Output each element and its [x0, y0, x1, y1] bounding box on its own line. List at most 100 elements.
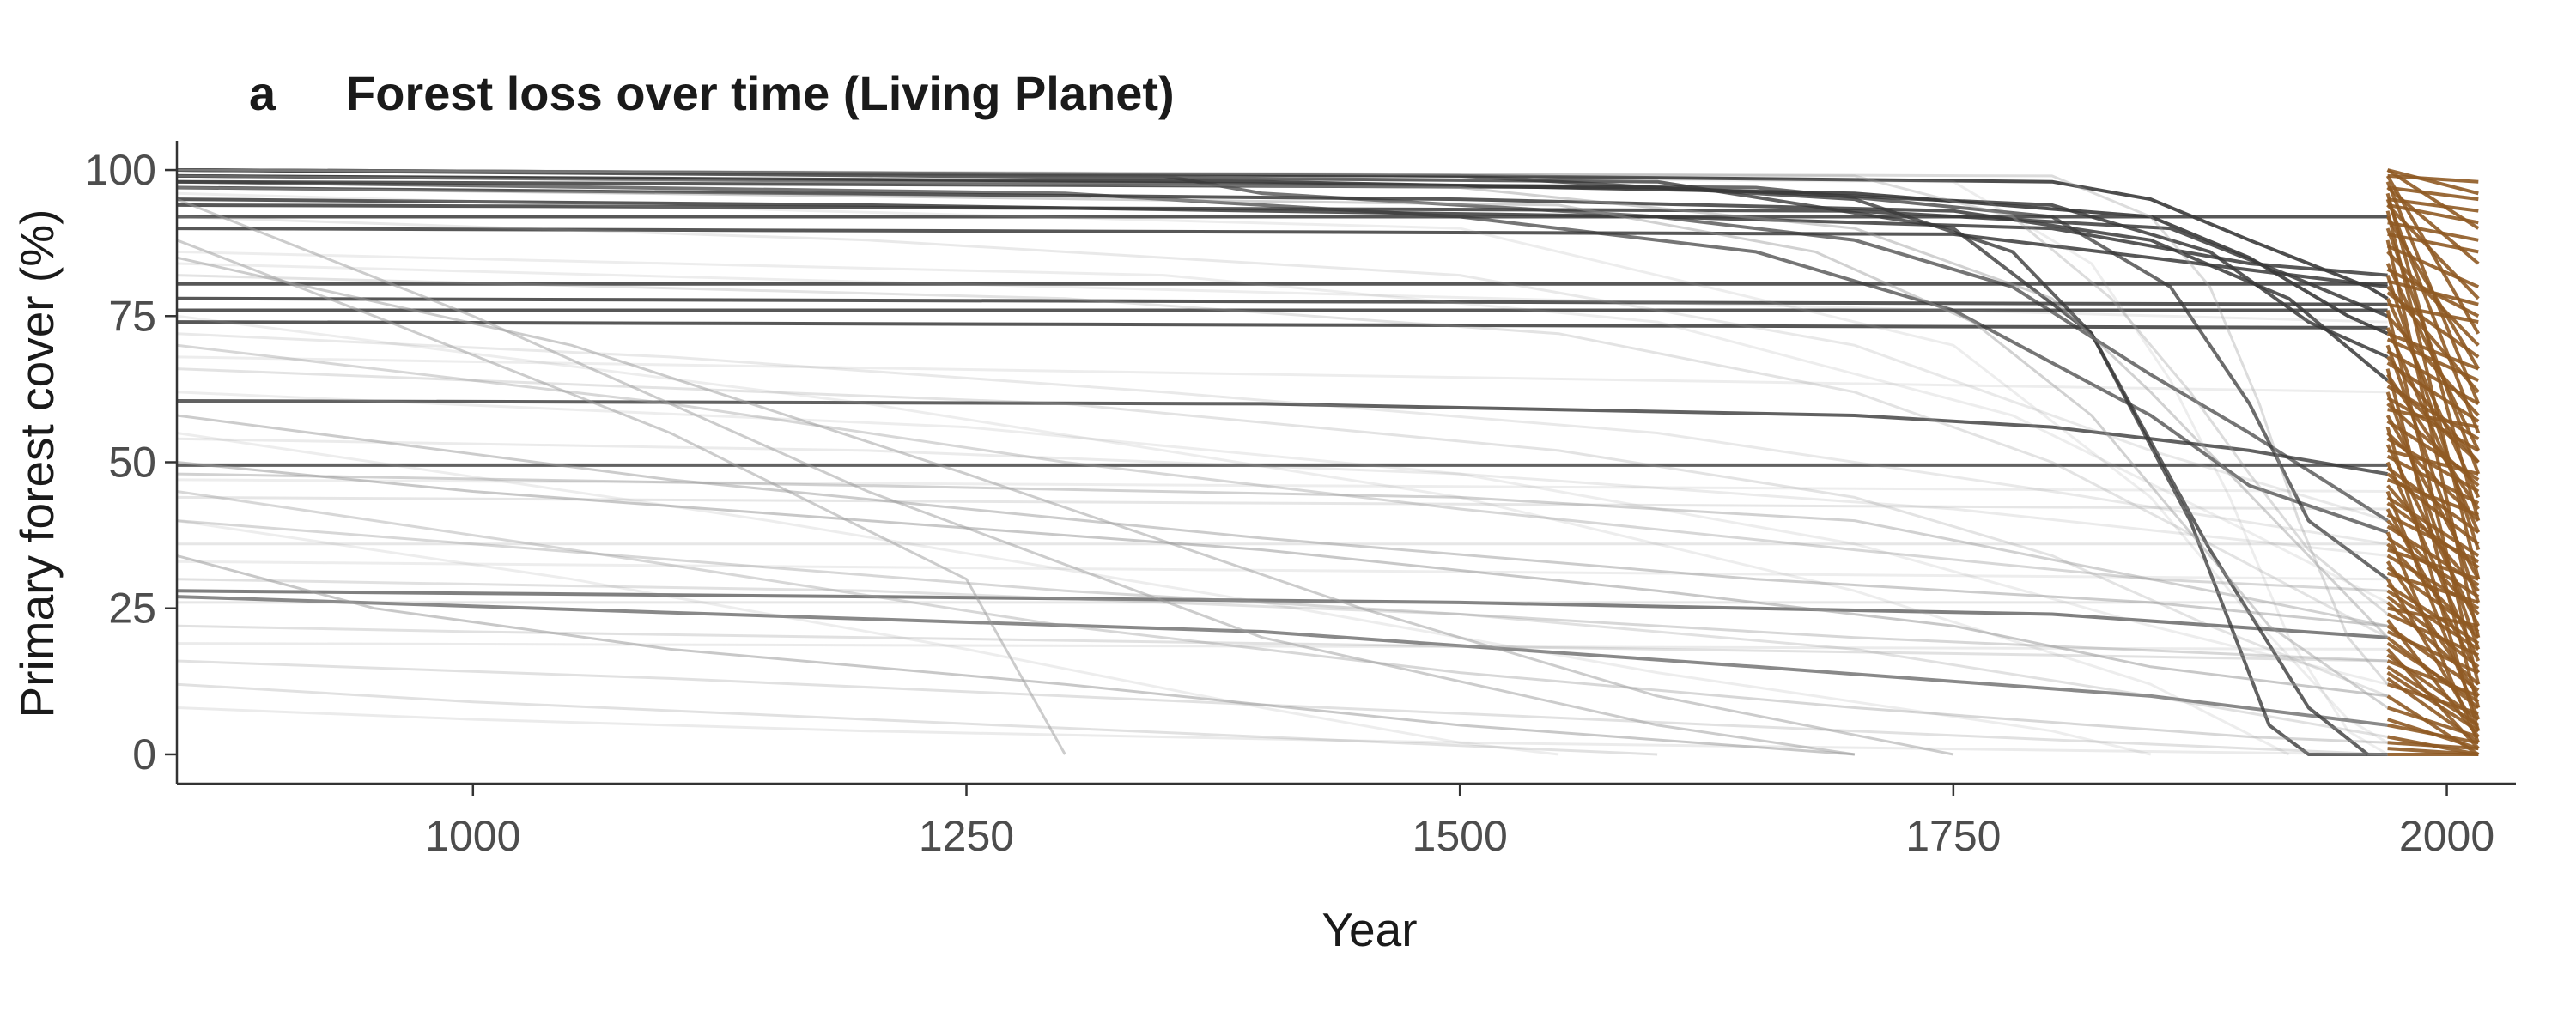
- series-line-47: [176, 642, 2388, 651]
- series-line-17: [176, 168, 2389, 523]
- recent-line-65: [2387, 173, 2479, 184]
- series-line-4: [176, 197, 2388, 277]
- series-line-34: [176, 168, 2389, 686]
- recent-line-21: [2385, 344, 2481, 603]
- recent-line-84: [2386, 454, 2480, 505]
- recent-line-73: [2387, 279, 2479, 306]
- y-tick-label-100: 100: [85, 146, 156, 194]
- y-tick-label-0: 0: [132, 730, 156, 779]
- series-line-5: [176, 203, 2389, 318]
- series-line-43: [176, 495, 2388, 511]
- series-line-37: [176, 682, 1658, 756]
- series-line-36: [176, 659, 2388, 756]
- recent-line-68: [2387, 203, 2479, 225]
- series-line-33: [176, 168, 2389, 615]
- series-line-45: [176, 215, 2389, 523]
- series-line-22: [176, 461, 2388, 698]
- series-line-44: [176, 332, 2388, 546]
- series-line-26: [176, 414, 2388, 627]
- series-line-3: [176, 185, 2389, 382]
- recent-line-47: [2386, 601, 2480, 686]
- series-line-35: [176, 624, 2388, 663]
- recent-line-13: [2385, 263, 2481, 451]
- recent-line-99: [2386, 670, 2480, 733]
- recent-line-98: [2386, 653, 2480, 721]
- recent-line-54: [2386, 665, 2480, 727]
- recent-line-60: [2387, 723, 2479, 745]
- y-axis-title: Primary forest cover (%): [10, 209, 64, 718]
- series-line-54: [176, 560, 2388, 581]
- recent-line-85: [2386, 466, 2480, 534]
- x-tick-label-1250: 1250: [919, 812, 1014, 860]
- recent-line-80: [2386, 396, 2480, 452]
- y-tick-label-75: 75: [108, 292, 156, 340]
- series-line-53: [176, 314, 2290, 756]
- y-tick-label-25: 25: [108, 585, 156, 633]
- series-line-9: [176, 296, 2388, 306]
- plot-lines: [176, 168, 2389, 756]
- series-line-21: [176, 554, 1856, 756]
- recent-line-67: [2387, 197, 2479, 213]
- recent-line-69: [2387, 221, 2479, 242]
- recent-line-66: [2387, 185, 2479, 202]
- series-line-24: [176, 197, 1856, 756]
- recent-line-74: [2386, 291, 2480, 359]
- series-line-46: [176, 706, 2388, 756]
- x-axis-ticks: 1000 1250 1500 1750 2000: [425, 784, 2494, 860]
- series-line-52: [176, 432, 2152, 756]
- recent-line-71: [2386, 244, 2480, 289]
- recent-line-86: [2386, 478, 2480, 517]
- recent-line-90: [2386, 536, 2480, 598]
- recent-line-79: [2386, 379, 2480, 464]
- recent-line-83: [2386, 437, 2480, 494]
- recent-line-45: [2385, 578, 2481, 732]
- series-line-49: [176, 391, 2388, 686]
- recent-line-87: [2386, 495, 2480, 558]
- recent-line-58: [2386, 706, 2479, 739]
- recent-line-94: [2386, 595, 2480, 669]
- series-line-59: [176, 168, 2389, 756]
- series-line-11: [176, 320, 2388, 330]
- series-line-15: [176, 168, 2369, 756]
- recent-line-20: [2386, 331, 2480, 371]
- panel-label: a: [249, 66, 276, 120]
- series-line-39: [176, 367, 2389, 698]
- recent-line-97: [2386, 641, 2480, 704]
- recent-line-46: [2386, 589, 2480, 651]
- series-line-57: [176, 262, 2388, 324]
- series-line-20: [176, 595, 2388, 727]
- recent-line-89: [2386, 524, 2480, 587]
- chart-title: Forest loss over time (Living Planet): [346, 66, 1175, 120]
- series-line-23: [176, 239, 1066, 755]
- recent-line-12: [2386, 251, 2480, 347]
- series-line-7: [176, 227, 2388, 289]
- x-tick-label-2000: 2000: [2399, 812, 2494, 860]
- series-line-48: [176, 437, 2388, 557]
- recent-line-70: [2387, 232, 2479, 254]
- series-line-27: [176, 472, 2388, 627]
- recent-line-82: [2386, 420, 2480, 482]
- recent-line-81: [2387, 408, 2479, 429]
- recent-line-76: [2386, 337, 2480, 383]
- x-axis-title: Year: [1321, 903, 1417, 956]
- series-line-25: [176, 256, 1954, 756]
- series-line-30: [176, 490, 2388, 744]
- series-line-40: [176, 274, 2389, 639]
- recent-line-43: [2385, 560, 2480, 698]
- recent-line-0: [2387, 168, 2479, 196]
- series-line-29: [176, 186, 2389, 709]
- series-line-50: [176, 250, 2389, 604]
- series-line-31: [176, 343, 2388, 592]
- recent-line-7: [2386, 203, 2480, 300]
- series-line-14: [176, 168, 2388, 756]
- series-line-18: [176, 179, 2389, 535]
- recent-line-95: [2386, 612, 2480, 657]
- recent-line-91: [2386, 554, 2480, 610]
- recent-line-18: [2386, 314, 2480, 417]
- recent-line-62: [2387, 741, 2479, 751]
- series-line-56: [176, 355, 2388, 394]
- series-line-16: [176, 173, 2389, 581]
- x-tick-label-1500: 1500: [1413, 812, 1508, 860]
- recent-line-75: [2387, 302, 2479, 324]
